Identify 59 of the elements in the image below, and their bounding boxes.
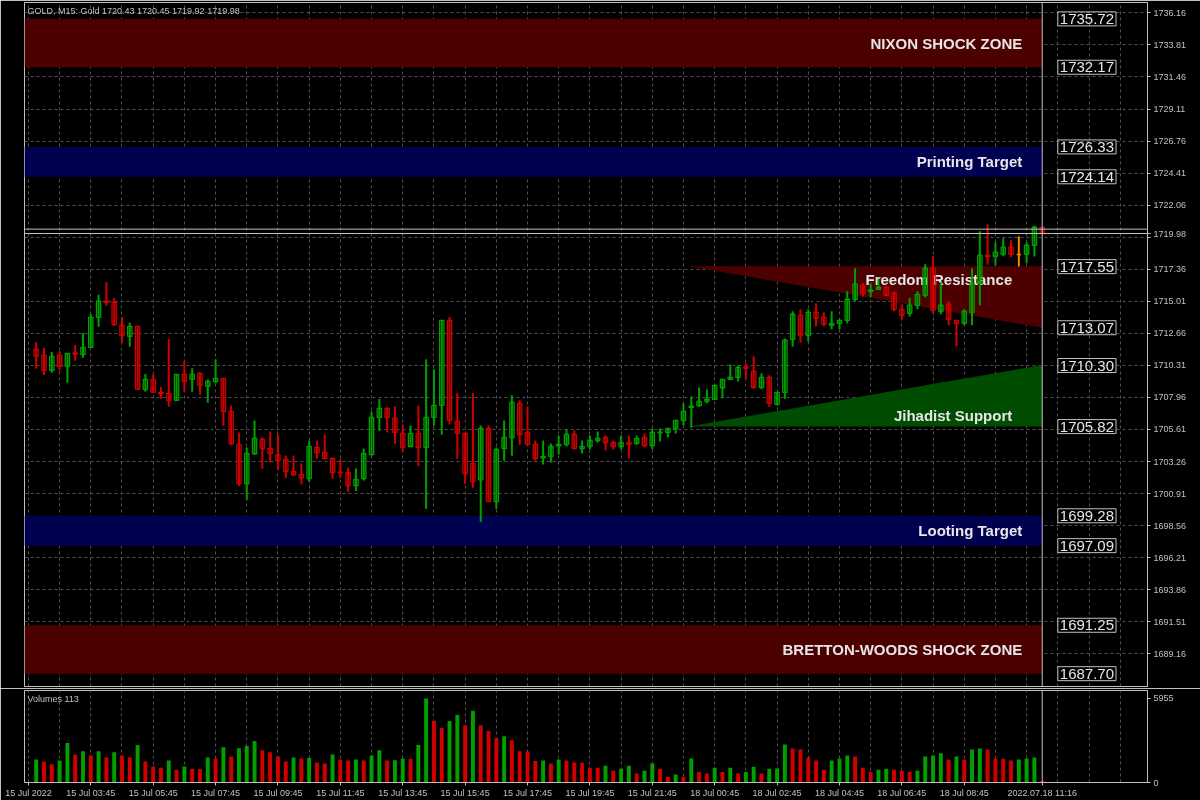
annotation: 1687.70 <box>1059 664 1115 682</box>
annotation: 1713.07 <box>1059 318 1115 336</box>
x-tick-label: 18 Jul 08:45 <box>939 787 989 798</box>
x-tick-label: 15 Jul 03:45 <box>66 787 116 798</box>
x-tick-label: 18 Jul 00:45 <box>690 787 740 798</box>
annotation: 1726.33 <box>1059 137 1115 155</box>
y-tick-label: 1731.46 <box>1153 71 1187 82</box>
x-tick-label: 15 Jul 19:45 <box>565 787 615 798</box>
x-tick-label: 15 Jul 2022 <box>5 787 52 798</box>
x-tick-label: 15 Jul 21:45 <box>627 787 677 798</box>
y-tick-label: 1729.11 <box>1153 104 1186 114</box>
x-tick-label: 15 Jul 07:45 <box>191 787 241 798</box>
y-tick-label: 1691.51 <box>1153 616 1187 627</box>
x-tick-label: 15 Jul 09:45 <box>253 787 303 798</box>
x-tick-label: 15 Jul 13:45 <box>378 787 428 798</box>
y-tick-label: 1707.96 <box>1153 392 1187 403</box>
y-tick-label: 1715.01 <box>1153 296 1187 307</box>
annotation: 1699.28 <box>1059 506 1115 524</box>
y-tick-label: 1700.91 <box>1153 488 1187 499</box>
y-tick-label: 1693.86 <box>1153 584 1187 595</box>
y-tick-label: 5955 <box>1153 693 1174 704</box>
annotation: 1717.55 <box>1059 257 1115 275</box>
chart-title: GOLD, M15: Gold 1720.43 1720.45 1719.92 1719.98 <box>27 5 240 16</box>
annotation: 1697.09 <box>1059 536 1115 554</box>
y-tick-label: 1710.31 <box>1153 360 1187 371</box>
series-label: Jihadist Support <box>893 406 1013 424</box>
x-tick-label: 15 Jul 17:45 <box>502 787 553 798</box>
y-tick-label: 1705.61 <box>1153 424 1187 435</box>
band-label: BRETTON-WOODS SHOCK ZONE <box>782 640 1023 658</box>
y-tick-label: 1703.26 <box>1153 456 1187 467</box>
x-tick-label: 15 Jul 11:45 <box>316 787 365 798</box>
annotation: 1735.72 <box>1059 9 1115 27</box>
annotation: 1732.17 <box>1059 58 1115 76</box>
x-tick-label: 15 Jul 15:45 <box>440 787 490 798</box>
band-label: Looting Target <box>918 522 1023 540</box>
band-label: NIXON SHOCK ZONE <box>870 34 1023 52</box>
annotation: 1705.82 <box>1059 417 1115 435</box>
y-tick-label: 1717.36 <box>1153 264 1187 275</box>
y-tick-label: 1696.21 <box>1153 552 1187 563</box>
y-tick-label: 1724.41 <box>1153 168 1187 179</box>
x-tick-label: 2022.07.18 11:16 <box>1007 787 1077 798</box>
chart-title: Volumes 113 <box>27 693 79 704</box>
y-tick-label: 1698.56 <box>1153 520 1187 531</box>
y-tick-label: 0 <box>1153 777 1159 788</box>
annotation: 1724.14 <box>1059 167 1115 185</box>
annotation: 1691.25 <box>1059 616 1115 634</box>
x-tick-label: 18 Jul 02:45 <box>752 787 802 798</box>
y-tick-label: 1736.16 <box>1153 7 1187 18</box>
y-tick-label: 1712.66 <box>1153 328 1187 339</box>
x-tick-label: 18 Jul 06:45 <box>877 787 927 798</box>
annotation: 1710.30 <box>1059 356 1115 374</box>
y-tick-label: 1689.16 <box>1153 648 1187 659</box>
x-tick-label: 18 Jul 04:45 <box>814 787 864 798</box>
band-label: Printing Target <box>916 153 1023 171</box>
ref-line-label: 1719.98 <box>1153 228 1187 239</box>
y-tick-label: 1733.81 <box>1153 39 1187 50</box>
y-tick-label: 1722.06 <box>1153 200 1187 211</box>
y-tick-label: 1726.76 <box>1153 136 1187 147</box>
x-tick-label: 15 Jul 05:45 <box>128 787 178 798</box>
